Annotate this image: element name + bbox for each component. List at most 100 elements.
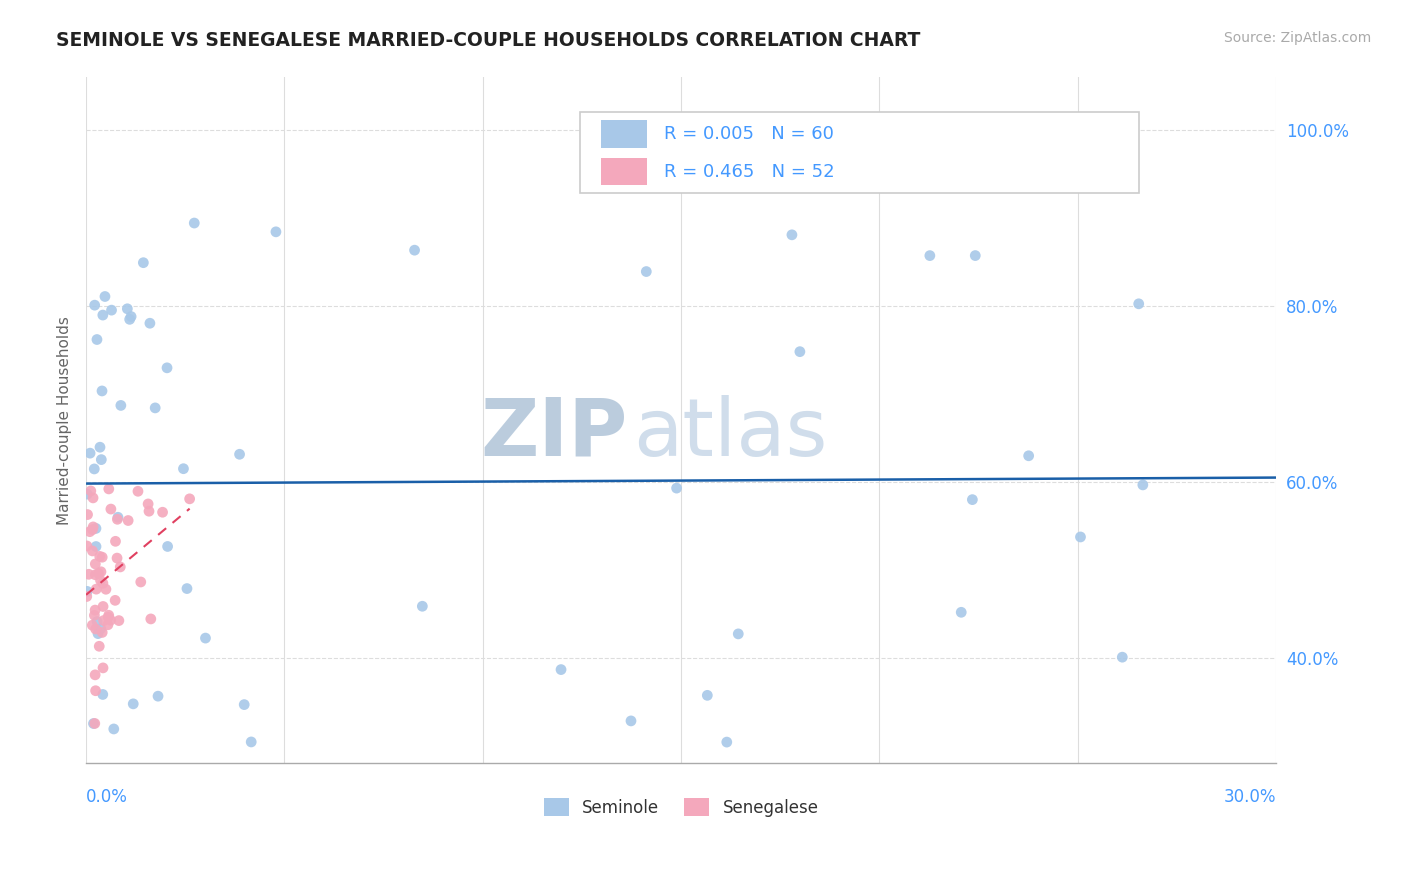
Point bbox=[100, 303, 122, 318]
Point bbox=[1132, 478, 1154, 492]
Point bbox=[84, 540, 107, 554]
Point bbox=[105, 551, 128, 566]
Point bbox=[104, 534, 127, 549]
Point bbox=[104, 593, 127, 607]
Point bbox=[264, 225, 287, 239]
Point bbox=[76, 590, 98, 604]
Point bbox=[139, 612, 162, 626]
Point bbox=[156, 360, 179, 375]
Point bbox=[86, 333, 108, 347]
Point bbox=[76, 508, 98, 522]
Point bbox=[143, 401, 166, 415]
Point bbox=[1069, 530, 1091, 544]
Point bbox=[550, 663, 572, 677]
Point bbox=[110, 399, 132, 413]
Point bbox=[97, 617, 120, 632]
Point bbox=[727, 627, 749, 641]
Point bbox=[79, 524, 101, 539]
Point bbox=[789, 344, 811, 359]
Point bbox=[84, 567, 107, 582]
Point bbox=[83, 716, 105, 731]
Point bbox=[132, 255, 155, 269]
Point bbox=[76, 539, 98, 553]
Point bbox=[82, 491, 104, 505]
Point bbox=[84, 557, 107, 571]
Point bbox=[620, 714, 643, 728]
Point bbox=[108, 614, 131, 628]
Point bbox=[950, 605, 973, 619]
Point bbox=[117, 514, 139, 528]
Point bbox=[172, 461, 194, 475]
Point bbox=[89, 440, 111, 454]
Point bbox=[780, 227, 803, 242]
Legend: Seminole, Senegalese: Seminole, Senegalese bbox=[537, 791, 825, 823]
Point bbox=[82, 716, 104, 731]
Point bbox=[117, 301, 139, 316]
Point bbox=[90, 622, 112, 636]
Point bbox=[179, 491, 201, 506]
Point bbox=[136, 497, 159, 511]
Point bbox=[100, 613, 122, 627]
Text: ZIP: ZIP bbox=[481, 395, 627, 473]
Point bbox=[94, 582, 117, 597]
Point bbox=[84, 622, 107, 636]
Point bbox=[1128, 297, 1150, 311]
Point bbox=[80, 483, 103, 498]
Point bbox=[83, 608, 105, 623]
Point bbox=[1111, 650, 1133, 665]
Point bbox=[110, 560, 132, 574]
Point bbox=[84, 521, 107, 535]
Point bbox=[83, 462, 105, 476]
Point bbox=[127, 484, 149, 499]
Point bbox=[176, 582, 198, 596]
Point bbox=[105, 512, 128, 526]
Point bbox=[86, 615, 108, 629]
Point bbox=[91, 576, 114, 591]
Point bbox=[194, 631, 217, 645]
Point bbox=[91, 308, 114, 322]
Point bbox=[91, 384, 114, 398]
Point bbox=[233, 698, 256, 712]
Point bbox=[91, 625, 114, 640]
Point bbox=[82, 523, 104, 537]
Point bbox=[665, 481, 688, 495]
Point bbox=[90, 574, 112, 588]
Point bbox=[82, 520, 104, 534]
Point bbox=[152, 505, 174, 519]
Point bbox=[91, 688, 114, 702]
Point bbox=[87, 566, 110, 581]
Point bbox=[183, 216, 205, 230]
Point bbox=[89, 549, 111, 564]
Point bbox=[84, 582, 107, 596]
Point bbox=[97, 610, 120, 624]
Point bbox=[962, 492, 984, 507]
Point bbox=[97, 608, 120, 623]
Point bbox=[716, 735, 738, 749]
Point bbox=[228, 447, 250, 461]
Y-axis label: Married-couple Households: Married-couple Households bbox=[58, 316, 72, 524]
Point bbox=[97, 482, 120, 496]
Point bbox=[82, 618, 104, 632]
Point bbox=[90, 452, 112, 467]
Point bbox=[696, 689, 718, 703]
Point bbox=[240, 735, 263, 749]
Text: SEMINOLE VS SENEGALESE MARRIED-COUPLE HOUSEHOLDS CORRELATION CHART: SEMINOLE VS SENEGALESE MARRIED-COUPLE HO… bbox=[56, 31, 921, 50]
Point bbox=[76, 584, 98, 599]
Point bbox=[107, 510, 129, 524]
Point bbox=[94, 289, 117, 303]
Point bbox=[636, 264, 658, 278]
Point bbox=[84, 668, 107, 682]
Point bbox=[103, 722, 125, 736]
Text: atlas: atlas bbox=[634, 395, 828, 473]
Point bbox=[89, 640, 111, 654]
Point bbox=[918, 249, 941, 263]
Point bbox=[84, 603, 107, 617]
Text: 0.0%: 0.0% bbox=[86, 789, 128, 806]
Point bbox=[84, 683, 107, 698]
Point bbox=[404, 243, 426, 257]
Point bbox=[91, 599, 114, 614]
Point bbox=[138, 504, 160, 518]
Point bbox=[76, 487, 98, 501]
Point bbox=[93, 614, 115, 628]
Point bbox=[156, 540, 179, 554]
